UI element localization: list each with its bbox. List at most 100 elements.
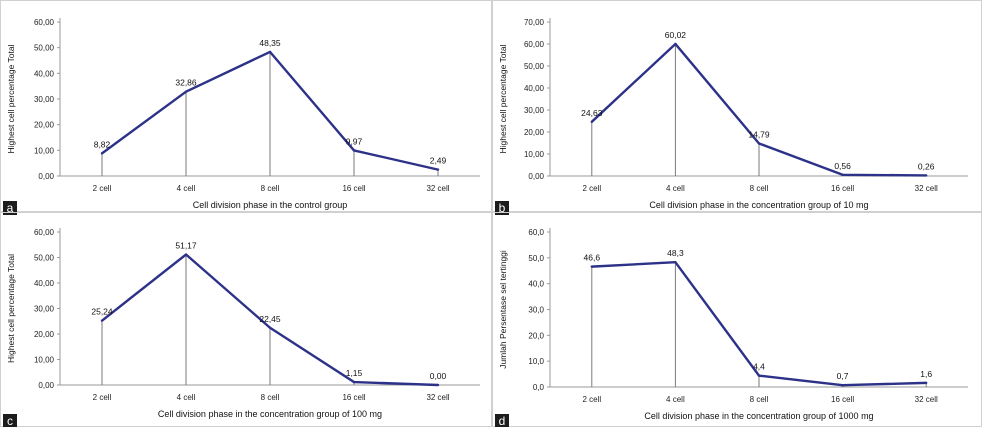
y-tick-label: 0,00 [528, 172, 544, 181]
x-tick-label: 4 cell [666, 395, 685, 404]
x-tick-label: 32 cell [426, 393, 449, 402]
x-tick-label: 16 cell [831, 395, 854, 404]
y-tick-label: 0,0 [533, 383, 545, 392]
y-tick-label: 10,00 [34, 356, 55, 365]
panel-border [0, 0, 492, 212]
x-tick-label: 2 cell [582, 184, 601, 193]
data-point [268, 50, 272, 54]
panel-label: d [499, 414, 506, 427]
panel-border [492, 212, 982, 427]
x-tick-label: 8 cell [750, 395, 769, 404]
x-tick-label: 4 cell [177, 393, 196, 402]
data-label: 14,79 [748, 129, 770, 139]
x-tick-label: 16 cell [342, 393, 365, 402]
x-tick-label: 8 cell [750, 184, 769, 193]
chart-panel-a: 0,00 10,00 20,00 30,00 40,00 50,00 60,00 2 cell… [0, 0, 492, 215]
y-axis-title: Highest cell percentage Total [498, 44, 508, 153]
data-label: 0,26 [918, 161, 935, 171]
panel-label-box [495, 414, 509, 427]
y-tick-label: 10,00 [34, 146, 55, 155]
y-tick-label: 0,00 [38, 381, 54, 390]
y-tick-label: 60,00 [34, 228, 55, 237]
y-tick-label: 50,00 [34, 44, 55, 53]
data-point [184, 253, 188, 256]
y-tick-label: 20,00 [524, 128, 545, 137]
y-tick-label: 40,0 [528, 280, 544, 289]
data-label: 25,24 [91, 307, 113, 317]
data-point [352, 380, 356, 384]
data-label: 0,7 [837, 371, 849, 381]
data-point [436, 168, 440, 171]
x-tick-label: 4 cell [177, 184, 196, 193]
data-point [841, 383, 844, 387]
panel-label: a [7, 201, 14, 215]
data-point [925, 381, 928, 385]
y-tick-label: 10,0 [528, 357, 544, 366]
x-axis-title: Cell division phase in the concentration… [158, 409, 382, 419]
data-label: 46,6 [584, 253, 601, 263]
data-label: 1,15 [346, 368, 363, 378]
y-axis-title: Highest cell percentage Total [6, 44, 16, 153]
data-label: 60,02 [665, 30, 687, 40]
data-label: 48,3 [667, 248, 684, 258]
y-tick-label: 50,00 [34, 254, 55, 263]
data-label: 1,6 [920, 369, 932, 379]
data-point [268, 326, 272, 329]
data-label: 32,86 [175, 78, 197, 88]
data-label: 9,97 [346, 136, 363, 146]
data-point [590, 265, 593, 268]
data-label: 4,4 [753, 362, 765, 372]
panel-border [0, 212, 492, 427]
data-point [590, 120, 593, 124]
y-tick-label: 70,00 [524, 18, 545, 27]
x-axis-title: Cell division phase in the control group [193, 200, 348, 210]
panel-label-box [3, 414, 17, 427]
y-tick-label: 30,00 [524, 106, 545, 115]
y-tick-label: 20,0 [528, 331, 544, 340]
data-label: 2,49 [430, 156, 447, 166]
data-label: 0,56 [834, 161, 851, 171]
data-point [841, 173, 844, 176]
data-label: 24,63 [581, 108, 603, 118]
data-point [925, 174, 928, 177]
y-tick-label: 10,00 [524, 150, 545, 159]
y-tick-label: 40,00 [34, 69, 55, 78]
x-axis-title: Cell division phase in the concentration… [644, 411, 873, 421]
data-point [184, 90, 188, 93]
x-tick-label: 8 cell [261, 393, 280, 402]
y-tick-label: 30,0 [528, 306, 544, 315]
x-tick-label: 16 cell [831, 184, 854, 193]
panel-label-box [3, 201, 17, 215]
x-tick-label: 2 cell [93, 184, 112, 193]
y-tick-label: 50,00 [524, 62, 545, 71]
chart-panel-c: 0,00 10,00 20,00 30,00 40,00 50,00 60,00 2 cell… [0, 212, 492, 427]
data-point [352, 149, 356, 152]
chart-panel-b: 0,00 10,00 20,00 30,00 40,00 50,00 60,00 70,00 2… [492, 0, 982, 215]
x-tick-label: 16 cell [342, 184, 365, 193]
y-axis-title: Highest cell percentage Total [6, 254, 16, 363]
data-label: 8,82 [94, 139, 111, 149]
y-tick-label: 60,0 [528, 228, 544, 237]
data-label: 0,00 [430, 371, 447, 381]
x-tick-label: 4 cell [666, 184, 685, 193]
data-point [757, 142, 761, 145]
y-axis-title: Jumlah Persentase sel tertinggi [498, 250, 508, 369]
x-tick-label: 2 cell [93, 393, 112, 402]
data-point [100, 152, 104, 155]
y-tick-label: 60,00 [34, 18, 55, 27]
data-point [674, 261, 677, 264]
data-point [674, 42, 677, 46]
x-axis-title: Cell division phase in the concentration… [649, 200, 868, 210]
y-tick-label: 40,00 [524, 84, 545, 93]
data-label: 51,17 [175, 241, 197, 251]
y-tick-label: 30,00 [34, 95, 55, 104]
data-point [757, 374, 761, 377]
y-tick-label: 0,00 [38, 172, 54, 181]
chart-panel-d: 0,0 10,0 20,0 30,0 40,0 50,0 60,0 2 cell 4 cell 8… [492, 212, 982, 427]
panel-border [492, 0, 982, 212]
y-tick-label: 60,00 [524, 40, 545, 49]
panel-label: b [499, 201, 506, 215]
panel-label: c [7, 414, 13, 427]
data-label: 22,45 [259, 314, 281, 324]
